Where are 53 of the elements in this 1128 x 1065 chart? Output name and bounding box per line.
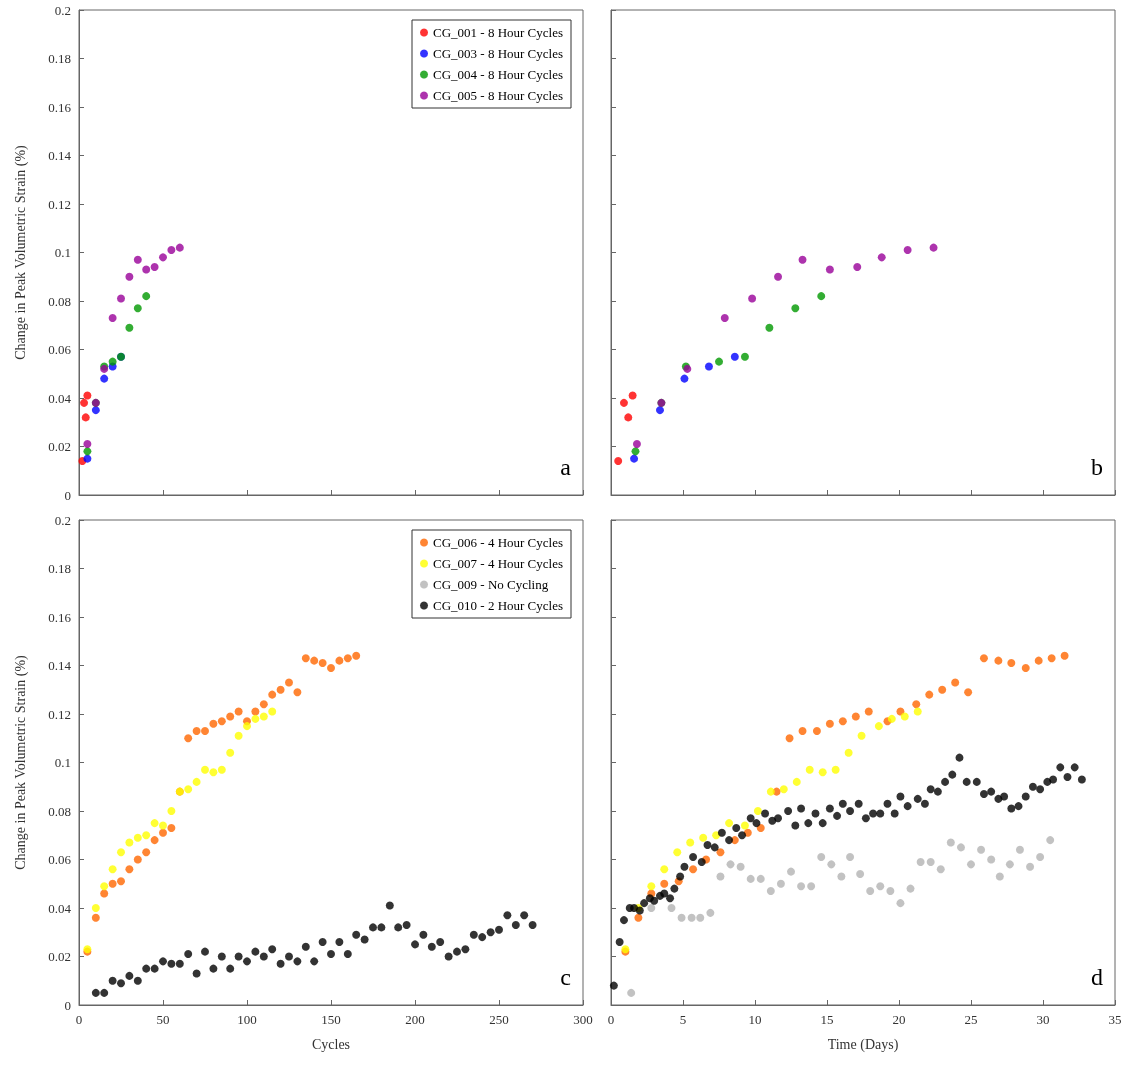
legend-label: CG_004 - 8 Hour Cycles bbox=[433, 67, 564, 82]
x-tick-label: 250 bbox=[489, 1012, 509, 1027]
y-tick-label: 0.12 bbox=[48, 706, 71, 722]
x-tick-label: 10 bbox=[748, 1012, 762, 1027]
y-tick-label: 0.02 bbox=[48, 439, 71, 454]
x-tick-label: 300 bbox=[573, 1012, 593, 1027]
x-tick-label: 200 bbox=[405, 1012, 425, 1027]
x-tick-label: 20 bbox=[892, 1012, 906, 1027]
y-tick-label: 0.14 bbox=[48, 148, 72, 163]
x-tick-label: 25 bbox=[964, 1012, 978, 1027]
legend-label: CG_007 - 4 Hour Cycles bbox=[433, 556, 564, 571]
y-tick-label: 0.08 bbox=[48, 803, 71, 819]
y-tick-label: 0.02 bbox=[48, 949, 71, 964]
x-axis-title: Cycles bbox=[311, 1036, 351, 1052]
legend-label: CG_009 - No Cycling bbox=[433, 577, 549, 592]
x-tick-label: 100 bbox=[237, 1012, 257, 1027]
x-tick-label: 150 bbox=[321, 1012, 341, 1027]
y-tick-label: 0.16 bbox=[48, 99, 72, 115]
y-tick-label: 0.04 bbox=[48, 390, 72, 406]
y-tick-label: 0 bbox=[64, 487, 71, 503]
legend-label: CG_001 - 8 Hour Cycles bbox=[433, 25, 564, 40]
annotation: a bbox=[560, 454, 572, 480]
legend-label: CG_005 - 8 Hour Cycles bbox=[433, 88, 564, 103]
annotation: d bbox=[1091, 964, 1103, 990]
legend-label: CG_010 - 2 Hour Cycles bbox=[433, 598, 564, 613]
legend-label: CG_006 - 4 Hour Cycles bbox=[433, 535, 564, 550]
annotation: c bbox=[560, 964, 571, 990]
x-tick-label: 30 bbox=[1036, 1012, 1050, 1027]
y-axis-title: Change in Peak Volumetric Strain (%) bbox=[12, 654, 29, 870]
y-tick-label: 0.08 bbox=[48, 293, 71, 309]
x-tick-label: 15 bbox=[820, 1012, 834, 1027]
x-tick-label: 50 bbox=[156, 1012, 170, 1027]
y-tick-label: 0.2 bbox=[54, 512, 71, 528]
y-tick-label: 0.2 bbox=[54, 2, 71, 18]
x-axis-title: Time (Days) bbox=[827, 1036, 899, 1053]
x-tick-label: 0 bbox=[75, 1012, 83, 1027]
y-tick-label: 0.14 bbox=[48, 658, 72, 673]
y-tick-label: 0.18 bbox=[48, 561, 71, 576]
y-tick-label: 0.06 bbox=[48, 342, 72, 357]
x-tick-label: 5 bbox=[679, 1012, 687, 1027]
y-tick-label: 0.12 bbox=[48, 196, 71, 212]
y-tick-label: 0 bbox=[64, 997, 71, 1013]
x-tick-label: 35 bbox=[1108, 1012, 1122, 1027]
y-tick-label: 0.06 bbox=[48, 852, 72, 867]
y-axis-title: Change in Peak Volumetric Strain (%) bbox=[12, 144, 29, 360]
y-tick-label: 0.1 bbox=[54, 755, 71, 770]
legend-label: CG_003 - 8 Hour Cycles bbox=[433, 46, 564, 61]
y-tick-label: 0.18 bbox=[48, 51, 71, 66]
x-tick-label: 0 bbox=[607, 1012, 615, 1027]
y-tick-label: 0.04 bbox=[48, 900, 72, 916]
y-tick-label: 0.16 bbox=[48, 609, 72, 625]
y-tick-label: 0.1 bbox=[54, 245, 71, 260]
annotation: b bbox=[1091, 454, 1103, 480]
